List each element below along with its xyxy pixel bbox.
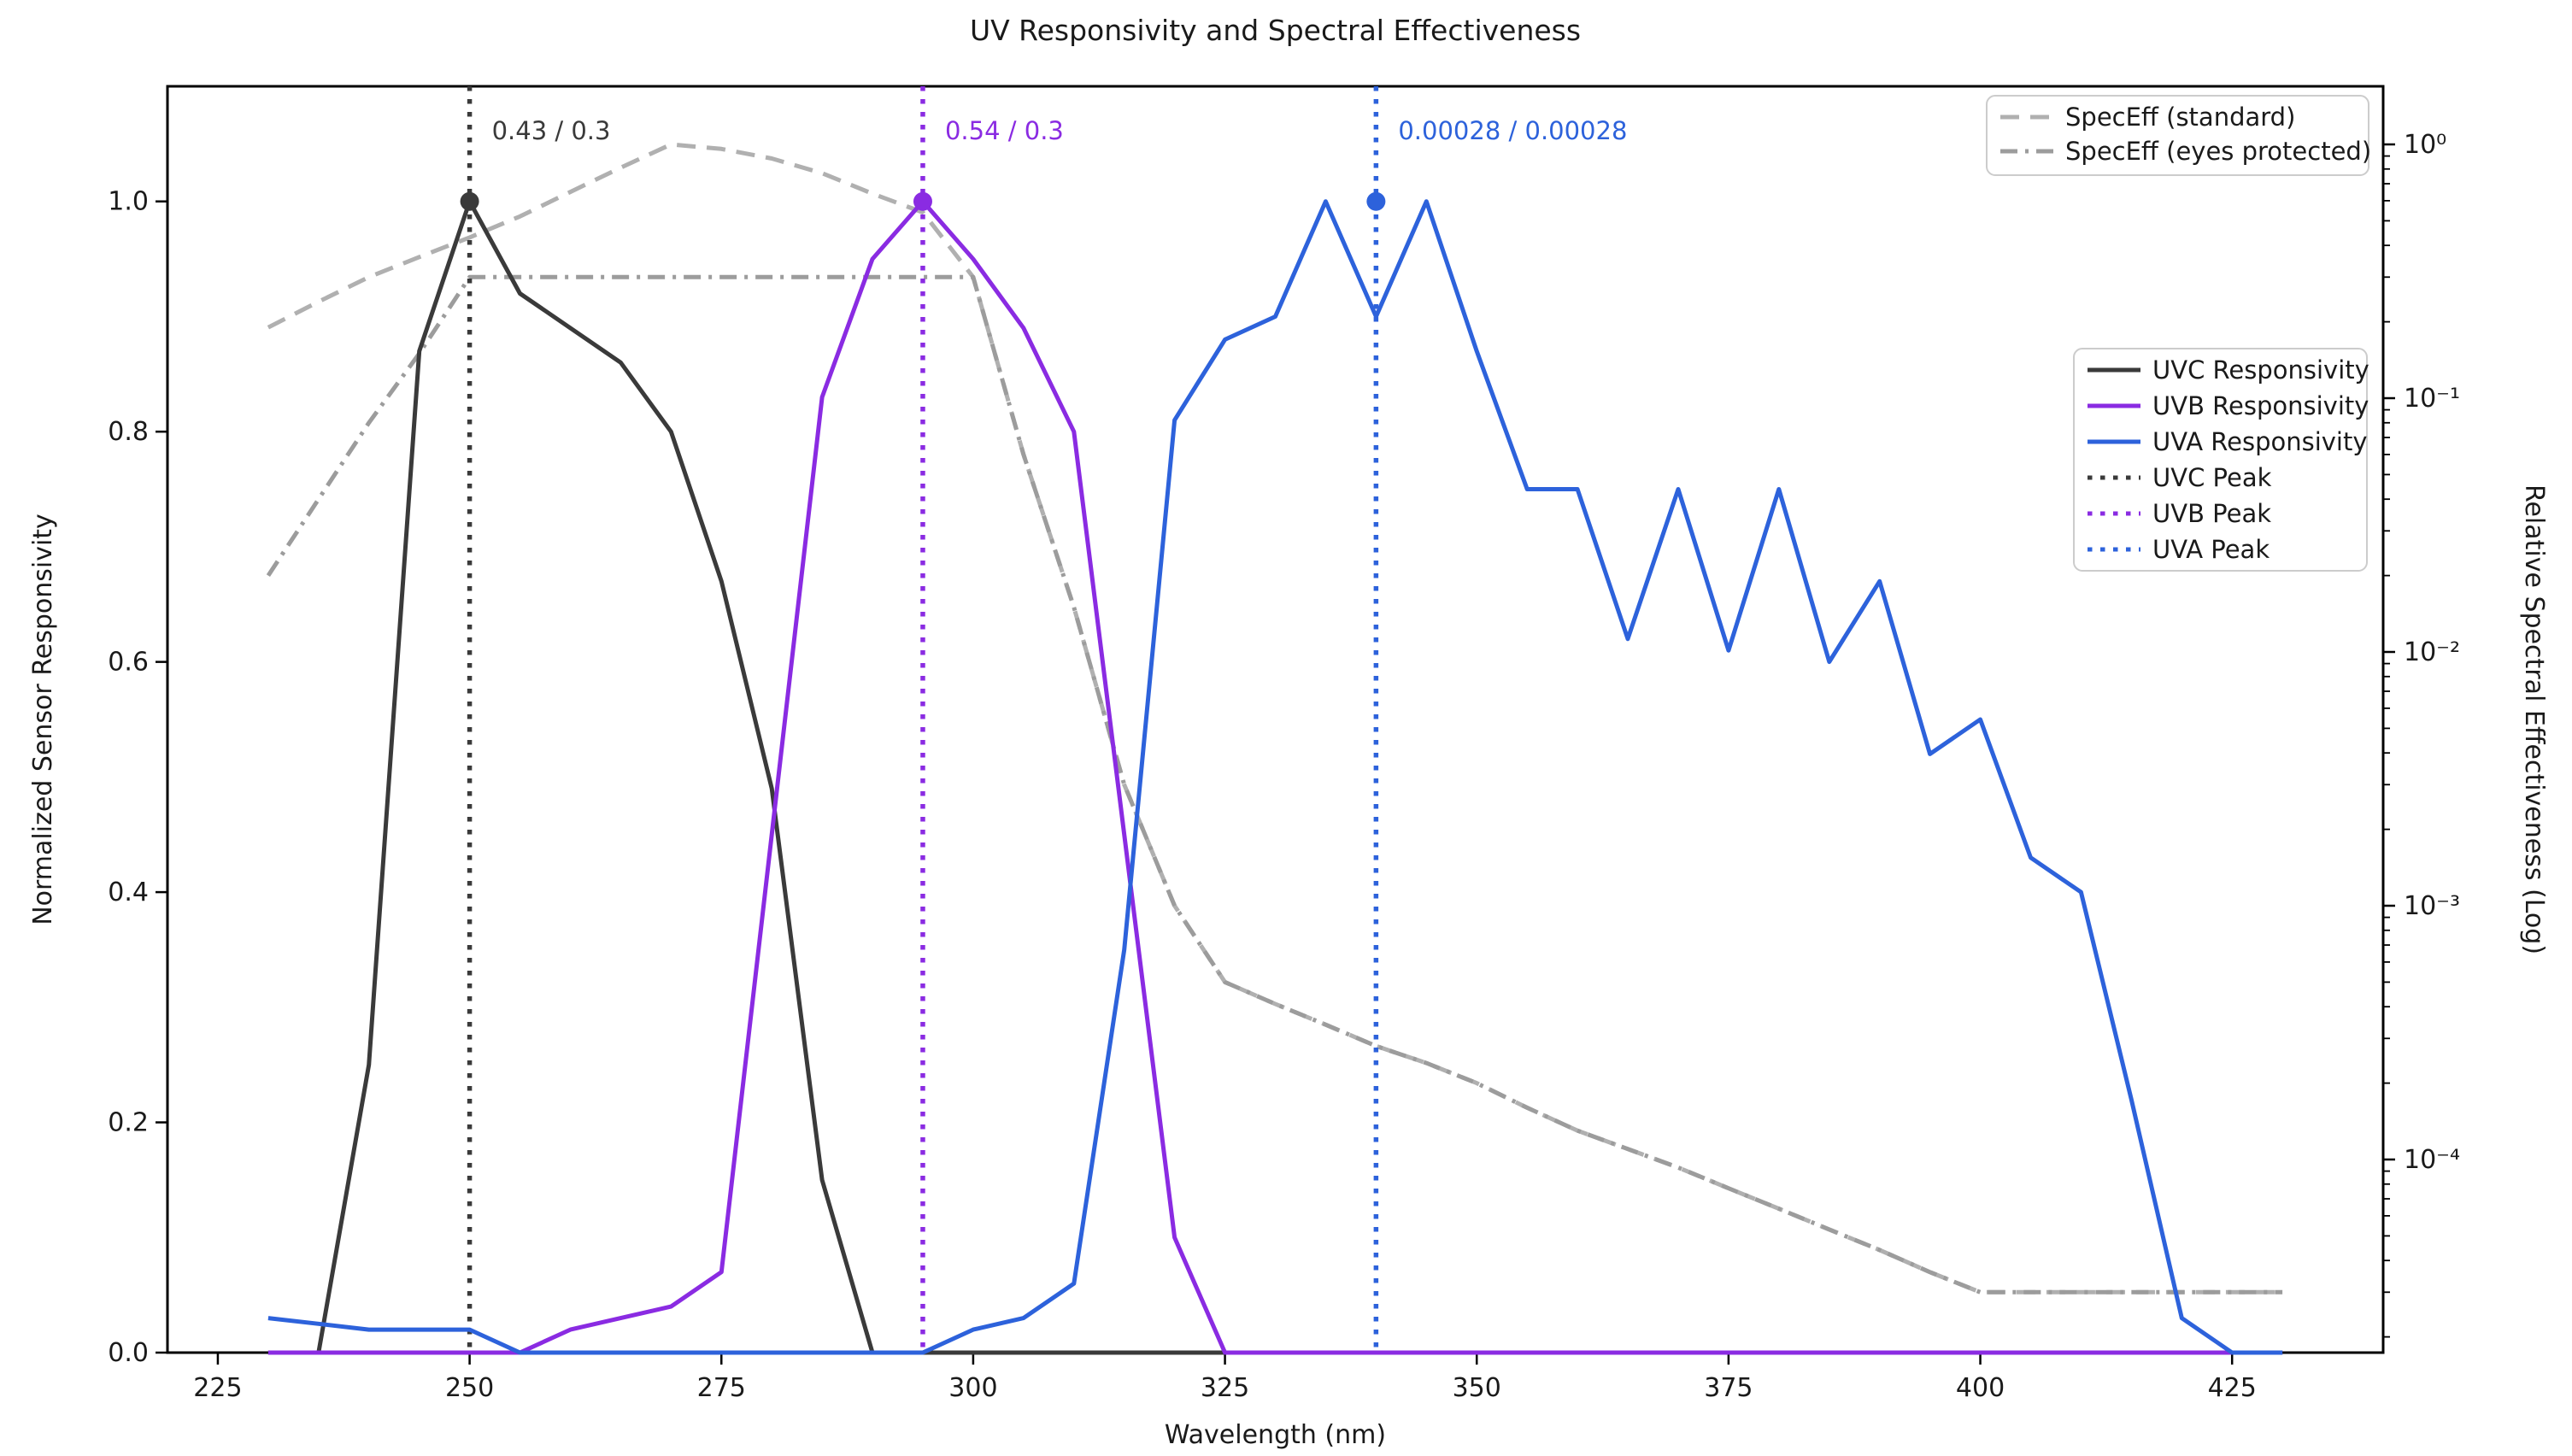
left-axis: 0.0 0.2 0.4 0.6 0.8 1.0 Normalized Sensor Resp… <box>28 187 167 1368</box>
right-axis-label: Relative Spectral Effectiveness (Log) <box>2519 484 2549 954</box>
left-tick-label: 0.2 <box>108 1108 149 1138</box>
x-tick-label: 275 <box>697 1373 746 1403</box>
x-tick-label: 400 <box>1956 1373 2005 1403</box>
peak-marker-uva-peak <box>1366 191 1386 211</box>
left-tick-label: 0.4 <box>108 878 149 907</box>
legend-label-uva-peak: UVA Peak <box>2152 535 2270 564</box>
right-tick-label: 10⁻³ <box>2404 891 2460 921</box>
chart-title: UV Responsivity and Spectral Effectivene… <box>970 14 1581 47</box>
x-tick-label: 375 <box>1704 1373 1753 1403</box>
right-tick-label: 10⁰ <box>2404 130 2446 160</box>
peak-marker-uvb-peak <box>913 191 932 211</box>
legend-label-uva-responsivity: UVA Responsivity <box>2152 427 2368 456</box>
right-axis: 10⁰ 10⁻¹ 10⁻² 10⁻³ 10⁻⁴ Relative Spectral Eff… <box>2383 130 2549 1338</box>
x-axis: 225 250 275 300 325 350 375 400 425 Wavelength (n… <box>193 1353 2257 1450</box>
legend-series-box <box>2073 348 2368 572</box>
legend-label-uvc-responsivity: UVC Responsivity <box>2152 355 2369 385</box>
right-tick-label: 10⁻² <box>2404 637 2460 667</box>
series-uva-responsivity <box>267 199 2283 1355</box>
series-speceff-eyes-protected <box>266 274 2283 1295</box>
legend-label-speceff-eyes-protected: SpecEff (eyes protected) <box>2065 137 2371 166</box>
legend-speceff: SpecEff (standard) SpecEff (eyes protecte… <box>1986 95 2371 176</box>
x-tick-label: 250 <box>445 1373 494 1403</box>
legend-label-speceff-standard: SpecEff (standard) <box>2065 103 2295 132</box>
legend-label-uvc-peak: UVC Peak <box>2152 463 2272 492</box>
legend-speceff-box <box>1986 95 2369 176</box>
x-tick-label: 225 <box>193 1373 242 1403</box>
left-tick-label: 0.0 <box>108 1338 149 1368</box>
legend-series: UVC Responsivity UVB Responsivity UVA Resp… <box>2073 348 2369 572</box>
x-axis-label: Wavelength (nm) <box>1165 1420 1386 1450</box>
x-tick-label: 325 <box>1201 1373 1249 1403</box>
x-tick-label: 300 <box>948 1373 997 1403</box>
series-uvb-responsivity <box>267 199 2283 1355</box>
right-tick-label: 10⁻⁴ <box>2404 1145 2460 1175</box>
x-tick-label: 350 <box>1453 1373 1501 1403</box>
annotation-uva-peak: 0.00028 / 0.00028 <box>1398 116 1627 145</box>
legend-label-uvb-peak: UVB Peak <box>2152 499 2271 528</box>
legend-label-uvb-responsivity: UVB Responsivity <box>2152 391 2369 420</box>
right-tick-label: 10⁻¹ <box>2404 384 2460 414</box>
annotation-uvb-peak: 0.54 / 0.3 <box>945 116 1064 145</box>
x-tick-label: 425 <box>2208 1373 2257 1403</box>
left-tick-label: 0.6 <box>108 648 149 678</box>
peak-marker-uvc-peak <box>460 191 479 211</box>
left-tick-label: 0.8 <box>108 417 149 447</box>
annotation-uvc-peak: 0.43 / 0.3 <box>492 116 611 145</box>
left-axis-label: Normalized Sensor Responsivity <box>28 514 58 925</box>
left-tick-label: 1.0 <box>108 187 149 217</box>
